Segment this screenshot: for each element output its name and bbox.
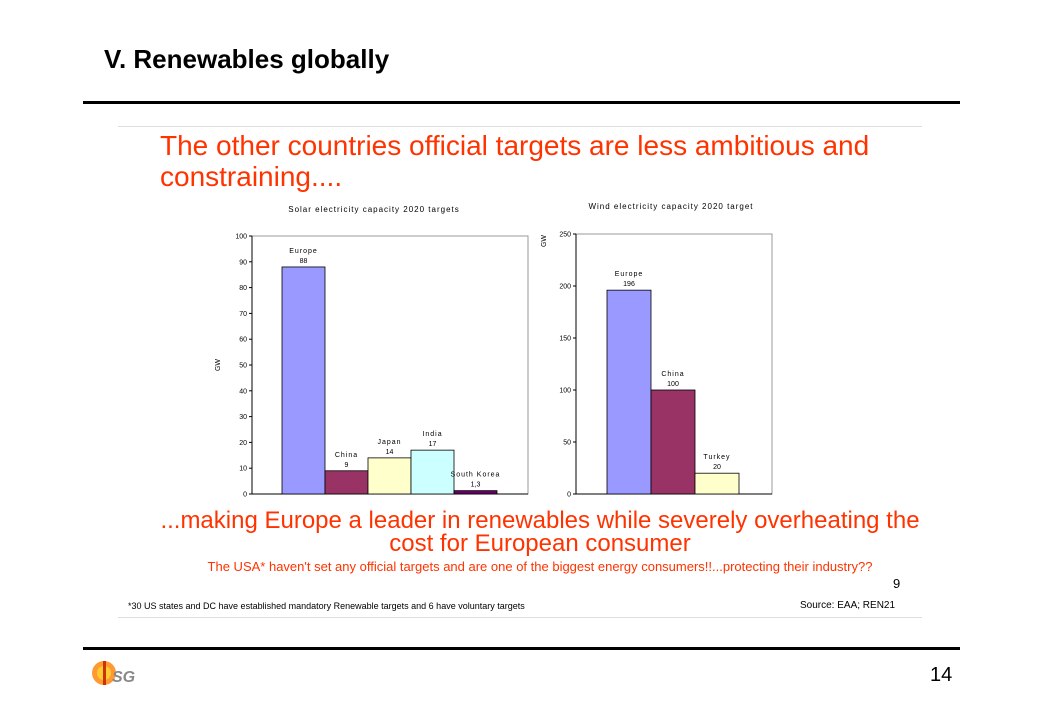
- data-label: 1,3: [471, 482, 481, 489]
- bar-south-korea: [453, 490, 498, 495]
- chart-title: Solar electricity capacity 2020 targets: [288, 205, 460, 214]
- bar-china: [650, 389, 696, 495]
- y-tick-label: 100: [559, 388, 571, 395]
- page-number: 14: [930, 664, 953, 686]
- title-divider: [83, 101, 960, 104]
- category-label: Japan: [377, 439, 401, 446]
- subheadline: ...making Europe a leader in renewables …: [160, 507, 920, 557]
- category-label: India: [422, 431, 442, 438]
- y-tick-label: 0: [567, 492, 571, 499]
- bar-china: [324, 470, 369, 495]
- data-label: 14: [386, 449, 394, 456]
- headline: The other countries official targets are…: [160, 130, 870, 192]
- y-tick-label: 40: [239, 388, 247, 395]
- y-tick-label: 250: [559, 232, 571, 239]
- y-tick-label: 0: [243, 492, 247, 499]
- bar-turkey: [694, 472, 740, 495]
- y-axis-label: GW: [541, 235, 548, 247]
- y-tick-label: 70: [239, 311, 247, 318]
- data-label: 196: [623, 281, 635, 288]
- bar-japan: [367, 457, 412, 495]
- wind-capacity-chart: Wind electricity capacity 2020 target 0 50…: [541, 202, 773, 499]
- embedded-slide-frame: [118, 126, 922, 618]
- solar-capacity-chart: Solar electricity capacity 2020 targets 0…: [215, 205, 529, 499]
- y-tick-label: 50: [563, 440, 571, 447]
- slide-title: V. Renewables globally: [104, 44, 390, 74]
- data-label: 88: [300, 258, 308, 265]
- bar-europe: [606, 289, 652, 495]
- y-axis-label: GW: [215, 359, 222, 371]
- y-tick-label: 90: [239, 259, 247, 266]
- y-tick-label: 30: [239, 414, 247, 421]
- y-tick-label: 60: [239, 337, 247, 344]
- y-tick-label: 80: [239, 285, 247, 292]
- category-label: China: [661, 371, 684, 378]
- svg-text:SG: SG: [112, 669, 135, 686]
- category-label: South Korea: [451, 472, 501, 479]
- source-note: Source: EAA; REN21: [800, 600, 896, 611]
- embedded-slide-number: 9: [893, 576, 901, 591]
- usa-note: The USA* haven't set any official target…: [207, 559, 873, 574]
- y-tick-label: 200: [559, 284, 571, 291]
- y-tick-label: 10: [239, 466, 247, 473]
- data-label: 20: [713, 464, 721, 471]
- y-tick-label: 150: [559, 336, 571, 343]
- category-label: Europe: [615, 271, 644, 278]
- y-tick-label: 50: [239, 363, 247, 370]
- data-label: 100: [667, 381, 679, 388]
- y-tick-label: 100: [235, 234, 247, 241]
- data-label: 9: [345, 462, 349, 469]
- data-label: 17: [429, 441, 437, 448]
- usg-logo: SG: [92, 661, 135, 686]
- category-label: China: [335, 452, 358, 459]
- category-label: Europe: [289, 248, 318, 255]
- y-tick-label: 20: [239, 440, 247, 447]
- footer-divider: [83, 647, 960, 650]
- bar-europe: [281, 266, 326, 495]
- chart-title: Wind electricity capacity 2020 target: [588, 202, 753, 211]
- category-label: Turkey: [703, 454, 730, 461]
- bar-india: [410, 449, 455, 495]
- footnote: *30 US states and DC have established ma…: [128, 601, 525, 611]
